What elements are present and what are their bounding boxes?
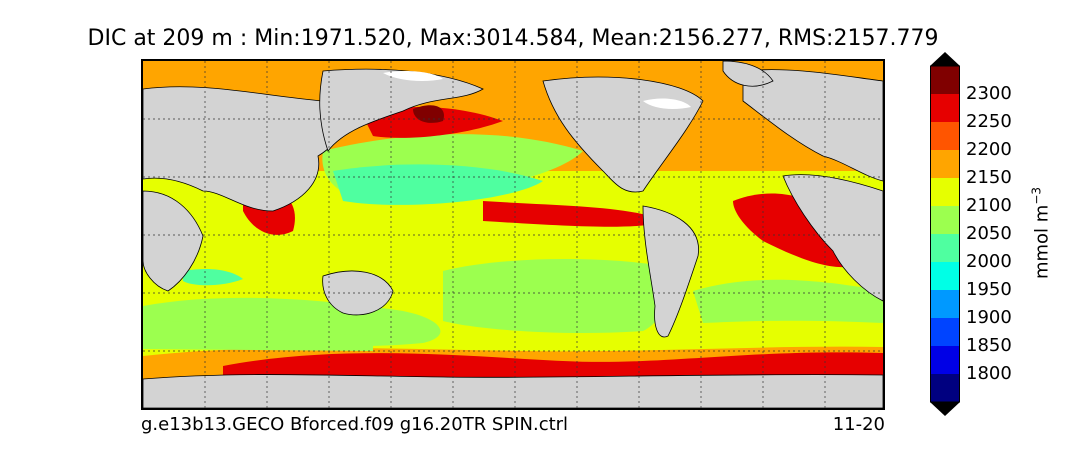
colorbar-segment — [930, 66, 960, 95]
africa-east-edge — [143, 190, 204, 292]
max-dic-patch — [413, 105, 444, 123]
colorbar-segment — [930, 318, 960, 347]
plot-title: DIC at 209 m : Min:1971.520, Max:3014.58… — [87, 26, 939, 51]
antarctica — [143, 374, 883, 408]
contour-2100-south-pacific — [443, 259, 667, 333]
land — [143, 61, 883, 408]
contour-2050-north-pacific — [333, 164, 543, 205]
colorbar-tick-label: 2050 — [966, 223, 1012, 244]
europe — [742, 69, 883, 182]
colorbar — [930, 52, 960, 416]
colorbar-segment — [930, 94, 960, 123]
colorbar-segment — [930, 150, 960, 179]
colorbar-tick-label: 2300 — [966, 83, 1012, 104]
colorbar-segment — [930, 206, 960, 235]
period-label: 11-20 — [832, 414, 885, 435]
colorbar-frame — [930, 65, 960, 403]
colorbar-tick-label: 1800 — [966, 363, 1012, 384]
colorbar-segment — [930, 262, 960, 291]
run-name-label: g.e13b13.GECO Bforced.f09 g16.20TR SPIN.… — [141, 414, 569, 435]
colorbar-tick-label: 1850 — [966, 335, 1012, 356]
colorbar-tick-label: 2250 — [966, 111, 1012, 132]
colorbar-segment — [930, 234, 960, 263]
colorbar-segment — [930, 122, 960, 151]
africa — [782, 174, 883, 302]
colorbar-tick-label: 1900 — [966, 307, 1012, 328]
dic-map — [141, 59, 885, 410]
south-america — [642, 205, 699, 338]
colorbar-tick-label: 2000 — [966, 251, 1012, 272]
greenland — [722, 61, 774, 87]
colorbar-extend-min — [930, 402, 960, 416]
colorbar-segment — [930, 290, 960, 319]
colorbar-tick-label: 2150 — [966, 167, 1012, 188]
eurasia-west — [143, 86, 342, 212]
colorbar-tick-label: 2200 — [966, 139, 1012, 160]
grid-lines — [143, 61, 883, 408]
colorbar-unit-label: mmol m−3 — [1029, 186, 1053, 280]
colorbar-segment — [930, 374, 960, 403]
colorbar-tick-label: 1950 — [966, 279, 1012, 300]
australia — [322, 270, 394, 316]
colorbar-segment — [930, 178, 960, 207]
colorbar-extend-max — [930, 52, 960, 66]
colorbar-tick-label: 2100 — [966, 195, 1012, 216]
colorbar-segment — [930, 346, 960, 375]
